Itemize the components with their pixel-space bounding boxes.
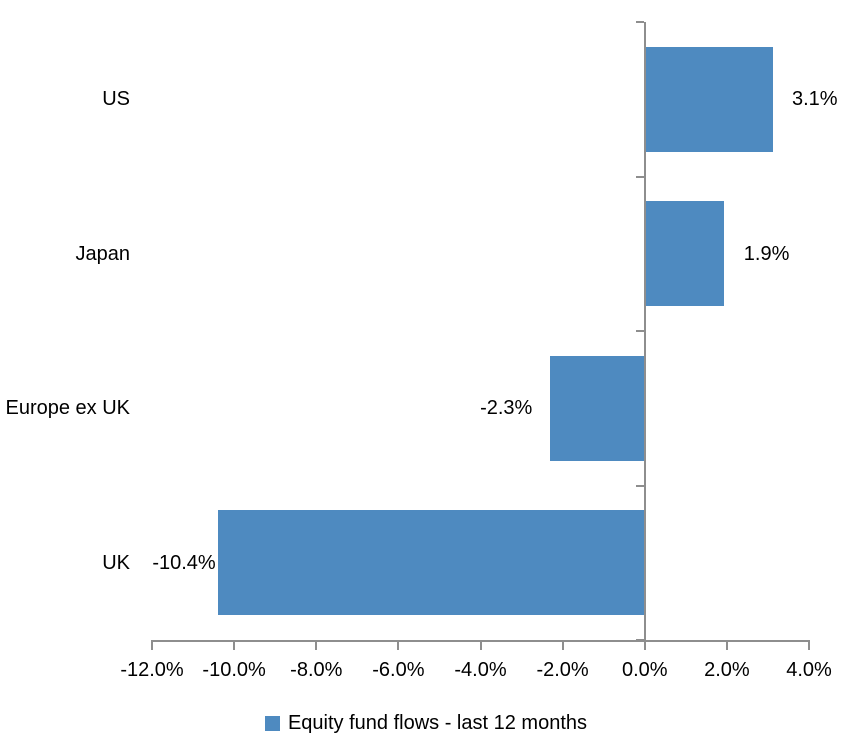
category-label-europe-ex-uk: Europe ex UK (5, 397, 130, 420)
x-axis-line (151, 640, 810, 642)
value-label-europe-ex-uk: -2.3% (480, 397, 533, 420)
y-axis-tick (635, 21, 644, 23)
bar-japan (645, 201, 724, 307)
category-label-japan: Japan (75, 242, 131, 265)
x-axis-tick (643, 642, 646, 650)
x-axis-tick (315, 642, 318, 650)
value-label-uk: -10.4% (152, 551, 216, 574)
x-tick-label: 4.0% (786, 659, 832, 681)
y-axis-tick (635, 175, 644, 178)
x-axis-tick (561, 642, 564, 650)
x-tick-label: -2.0% (536, 659, 589, 681)
x-axis-tick (151, 642, 153, 650)
x-tick-label: 0.0% (622, 659, 668, 681)
y-axis-line (643, 22, 646, 642)
y-axis-tick (635, 330, 644, 332)
x-axis-tick (479, 642, 482, 650)
value-label-us: 3.1% (792, 88, 838, 111)
x-axis-tick (233, 642, 236, 650)
x-tick-label: -4.0% (454, 659, 507, 681)
x-tick-label: -6.0% (372, 659, 425, 681)
bar-europe-ex-uk (550, 355, 645, 461)
category-label-uk: UK (102, 551, 130, 574)
legend: Equity fund flows - last 12 months (0, 707, 852, 739)
legend-swatch-icon (264, 715, 280, 731)
x-tick-label: -12.0% (120, 659, 184, 681)
x-tick-label: -8.0% (290, 659, 343, 681)
value-label-japan: 1.9% (743, 242, 790, 265)
x-tick-label: 2.0% (704, 659, 750, 681)
x-axis-tick (725, 642, 728, 650)
bar-uk (217, 510, 645, 616)
y-axis-tick (635, 484, 644, 487)
category-label-us: US (102, 88, 130, 111)
bar-us (645, 46, 774, 152)
x-axis-tick (397, 642, 400, 650)
legend-label: Equity fund flows - last 12 months (287, 712, 588, 734)
x-tick-label: -10.0% (202, 659, 266, 681)
x-axis-tick (808, 642, 810, 650)
